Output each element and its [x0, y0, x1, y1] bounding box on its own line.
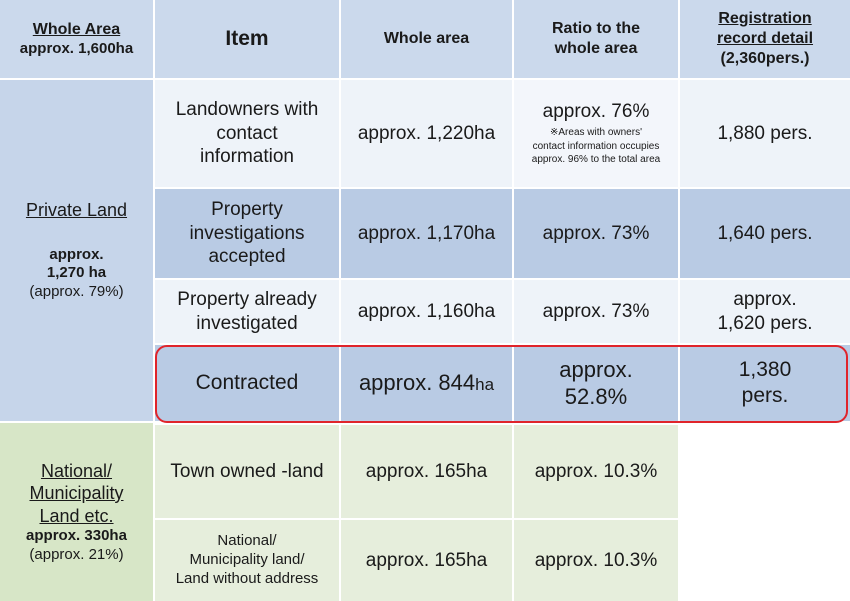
row5-item: Town owned -land	[155, 425, 339, 518]
national-land-area: approx. 330ha	[26, 527, 127, 544]
header-reg-line2: record detail	[716, 30, 814, 47]
row4-item-label: Contracted	[195, 370, 299, 394]
national-land-ratio: (approx. 21%)	[29, 545, 124, 563]
row6-area: approx. 165ha	[341, 520, 512, 601]
header-whole-area: Whole Area approx. 1,600ha	[0, 0, 153, 78]
row5-area: approx. 165ha	[341, 425, 512, 518]
row3-item: Property already investigated	[155, 280, 339, 343]
row2-item-line2: investigations	[189, 222, 305, 244]
row3-reg-line1: approx.	[733, 288, 797, 310]
row3-area: approx. 1,160ha	[341, 280, 512, 343]
whole-area-value: approx. 1,600ha	[19, 39, 134, 57]
row1-reg-value: 1,880 pers.	[717, 122, 813, 144]
private-land-area-line1: approx.	[49, 245, 104, 263]
header-whole-area-col: Whole area	[341, 0, 512, 78]
row5-ratio: approx. 10.3%	[514, 425, 678, 518]
row1-item-line2: contact	[216, 122, 278, 144]
row6-item-line2: Municipality land/	[189, 551, 305, 569]
header-item: Item	[155, 0, 339, 78]
header-registration: Registration record detail (2,360pers.)	[680, 0, 850, 78]
private-land-cell: Private Land approx. 1,270 ha (approx. 7…	[0, 80, 153, 421]
national-land-title-line2: Municipality	[29, 483, 124, 503]
row2-area: approx. 1,170ha	[341, 189, 512, 278]
row1-area: approx. 1,220ha	[341, 80, 512, 187]
row5-ratio-value: approx. 10.3%	[534, 460, 658, 482]
row1-ratio: approx. 76% ※Areas with owners' contact …	[514, 80, 678, 187]
row4-area-main: approx. 844	[358, 370, 476, 396]
row4-reg-line1: 1,380	[738, 357, 792, 381]
row2-area-value: approx. 1,170ha	[357, 222, 496, 244]
row4-area: approx. 844ha	[341, 345, 512, 421]
row3-item-line1: Property already	[177, 288, 317, 310]
header-ratio-line1: Ratio to the	[552, 20, 640, 37]
row3-ratio-value: approx. 73%	[542, 300, 650, 322]
header-whole-area-label: Whole area	[383, 30, 470, 47]
row4-area-value: approx. 844ha	[359, 369, 494, 397]
national-land-title-line1: National/	[40, 460, 113, 481]
row2-ratio-value: approx. 73%	[542, 222, 650, 244]
row4-reg-line2: pers.	[741, 384, 789, 407]
row1-item-line3: information	[200, 146, 294, 168]
row1-item-line1: Landowners with	[175, 98, 319, 120]
row4-area-unit: ha	[475, 375, 495, 395]
row6-ratio-value: approx. 10.3%	[534, 549, 658, 571]
row2-item-line3: accepted	[208, 246, 286, 268]
row1-ratio-value: approx. 76%	[542, 101, 650, 123]
row2-ratio: approx. 73%	[514, 189, 678, 278]
national-land-title-line3: Land etc.	[39, 505, 114, 526]
row1-ratio-note1: ※Areas with owners'	[550, 127, 642, 139]
row5-area-value: approx. 165ha	[365, 460, 488, 482]
row3-reg-line2: 1,620 pers.	[717, 312, 813, 334]
row1-item: Landowners with contact information	[155, 80, 339, 187]
row3-item-line2: investigated	[196, 312, 298, 334]
row3-reg: approx. 1,620 pers.	[680, 280, 850, 343]
row4-reg: 1,380 pers.	[680, 345, 850, 421]
row3-area-value: approx. 1,160ha	[357, 300, 496, 322]
row6-area-value: approx. 165ha	[365, 549, 488, 571]
private-land-title: Private Land	[25, 200, 128, 221]
row1-ratio-note2: contact information occupies	[532, 140, 660, 152]
row6-item-line3: Land without address	[175, 569, 319, 587]
row6-ratio: approx. 10.3%	[514, 520, 678, 601]
row5-item-label: Town owned -land	[170, 460, 324, 482]
header-reg-line1: Registration	[718, 10, 812, 27]
row4-ratio-line1: approx.	[559, 356, 633, 382]
row2-item: Property investigations accepted	[155, 189, 339, 278]
row6-item-line1: National/	[217, 532, 277, 550]
header-ratio-line2: whole area	[554, 40, 638, 57]
row1-ratio-note3: approx. 96% to the total area	[531, 154, 661, 166]
row6-item: National/ Municipality land/ Land withou…	[155, 520, 339, 601]
row2-reg: 1,640 pers.	[680, 189, 850, 278]
header-ratio: Ratio to the whole area	[514, 0, 678, 78]
header-item-label: Item	[225, 26, 269, 50]
whole-area-title: Whole Area	[32, 20, 121, 38]
row4-ratio-line2: 52.8%	[564, 384, 628, 409]
header-reg-line3: (2,360pers.)	[720, 50, 810, 67]
row1-reg: 1,880 pers.	[680, 80, 850, 187]
private-land-ratio: (approx. 79%)	[29, 283, 124, 301]
row2-item-line1: Property	[211, 198, 283, 220]
row4-item: Contracted	[155, 345, 339, 421]
row4-ratio: approx. 52.8%	[514, 345, 678, 421]
row1-area-value: approx. 1,220ha	[357, 122, 496, 144]
row2-reg-value: 1,640 pers.	[717, 222, 813, 244]
private-land-area-line2: 1,270 ha	[46, 264, 107, 282]
national-land-cell: National/ Municipality Land etc. approx.…	[0, 423, 153, 601]
row3-ratio: approx. 73%	[514, 280, 678, 343]
